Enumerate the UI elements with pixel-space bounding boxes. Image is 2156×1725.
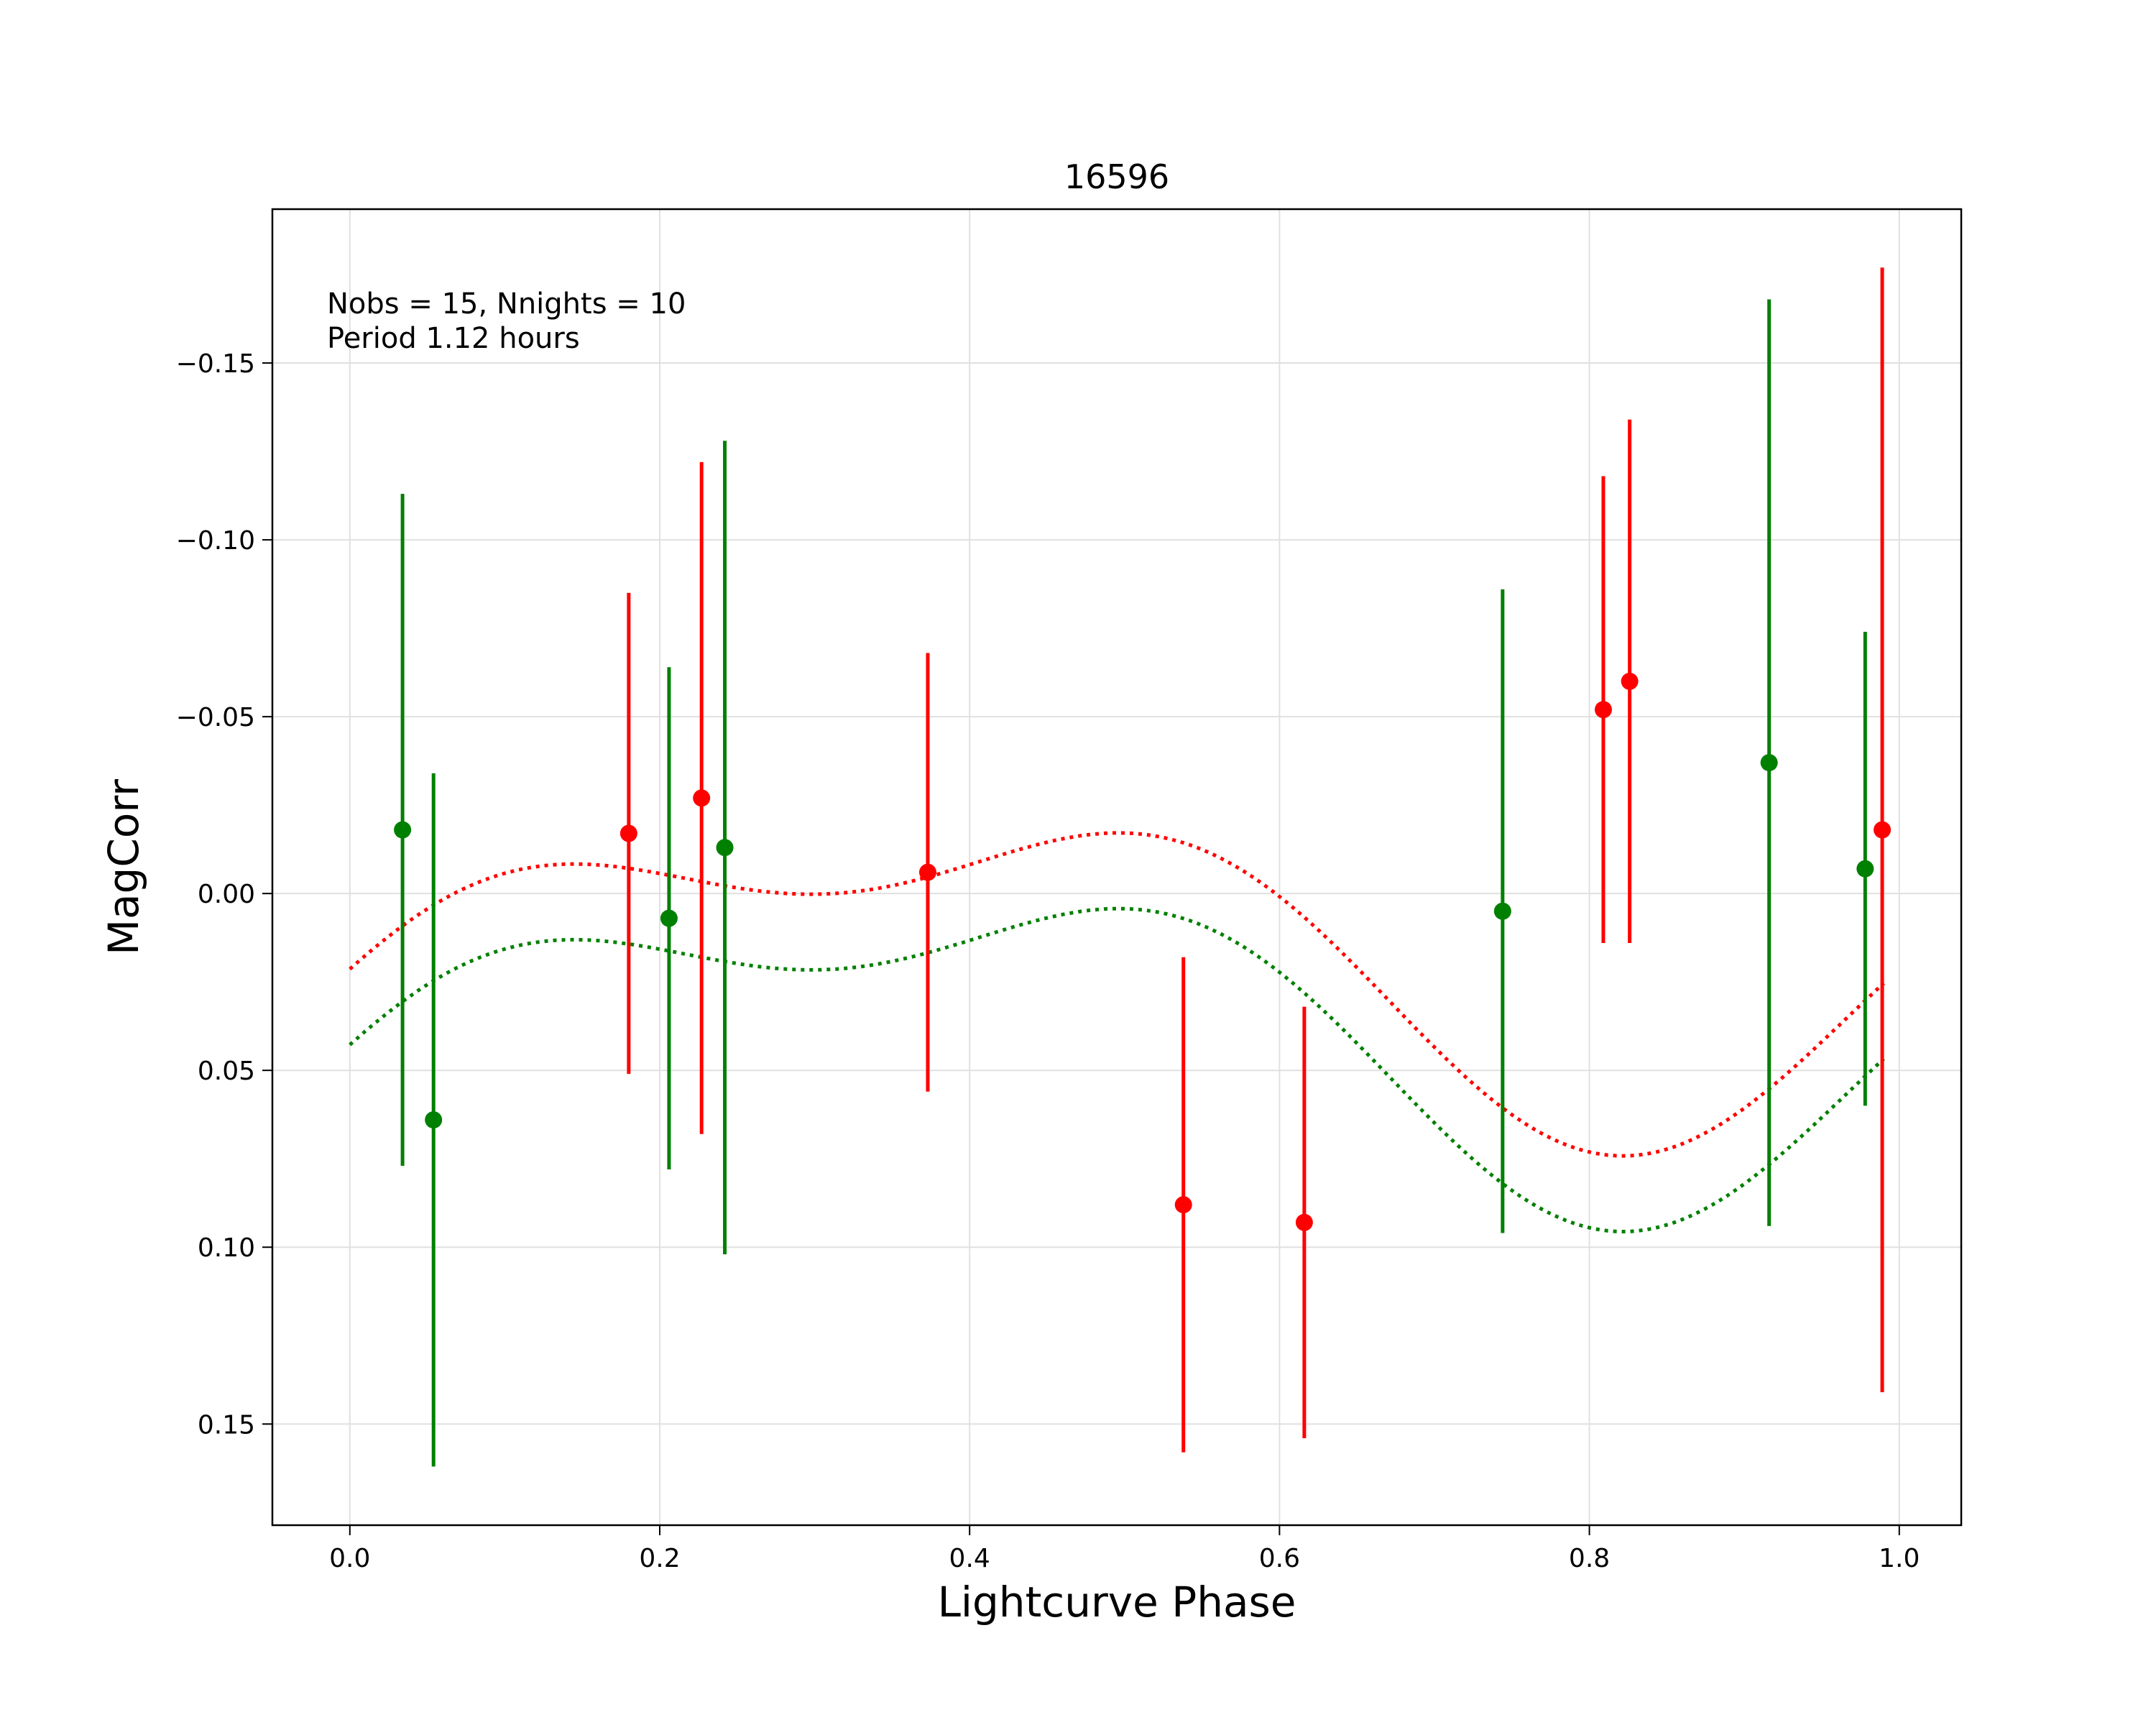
data-point	[1594, 701, 1612, 719]
data-point	[619, 824, 637, 842]
data-point	[1174, 1196, 1192, 1214]
y-tick-label: 0.00	[198, 880, 255, 909]
x-tick-label: 0.0	[329, 1544, 370, 1573]
grid-lines	[272, 209, 1961, 1525]
plot-frame	[271, 208, 1963, 1527]
x-tick-label: 0.8	[1569, 1544, 1610, 1573]
data-point	[693, 789, 711, 807]
data-point	[918, 863, 936, 881]
y-axis-label: MagCorr	[99, 779, 148, 955]
data-point	[1760, 754, 1778, 772]
data-point	[1856, 860, 1874, 878]
data-points	[394, 672, 1892, 1231]
nobs-annotation: Nobs = 15, Nnights = 10	[327, 288, 686, 321]
fit-curves	[349, 831, 1885, 1234]
data-point	[425, 1111, 443, 1129]
fit-curve	[349, 831, 1885, 1158]
x-tick-label: 0.6	[1259, 1544, 1300, 1573]
x-axis-label: Lightcurve Phase	[938, 1578, 1296, 1627]
data-point	[1874, 821, 1892, 839]
data-point	[1621, 672, 1639, 690]
y-tick-label: 0.15	[198, 1410, 255, 1440]
period-annotation: Period 1.12 hours	[327, 322, 580, 355]
x-tick-label: 0.4	[949, 1544, 990, 1573]
data-point	[660, 909, 678, 927]
y-tick-label: −0.15	[176, 349, 255, 379]
data-point	[716, 839, 734, 857]
y-tick-label: −0.10	[176, 526, 255, 556]
y-tick-label: −0.05	[176, 703, 255, 732]
data-point	[1493, 902, 1511, 920]
data-point	[394, 821, 412, 839]
data-point	[1295, 1213, 1313, 1231]
x-tick-label: 1.0	[1879, 1544, 1920, 1573]
fit-curve	[349, 906, 1885, 1234]
y-tick-label: 0.10	[198, 1233, 255, 1263]
y-tick-label: 0.05	[198, 1057, 255, 1086]
x-tick-label: 0.2	[639, 1544, 680, 1573]
chart-title: 16596	[1064, 157, 1169, 196]
axis-ticks: 0.0 0.2 0.4 0.6 0.8 1.0 −0.15 −0.10 −0.05 0.00 0.0…	[176, 349, 1920, 1573]
